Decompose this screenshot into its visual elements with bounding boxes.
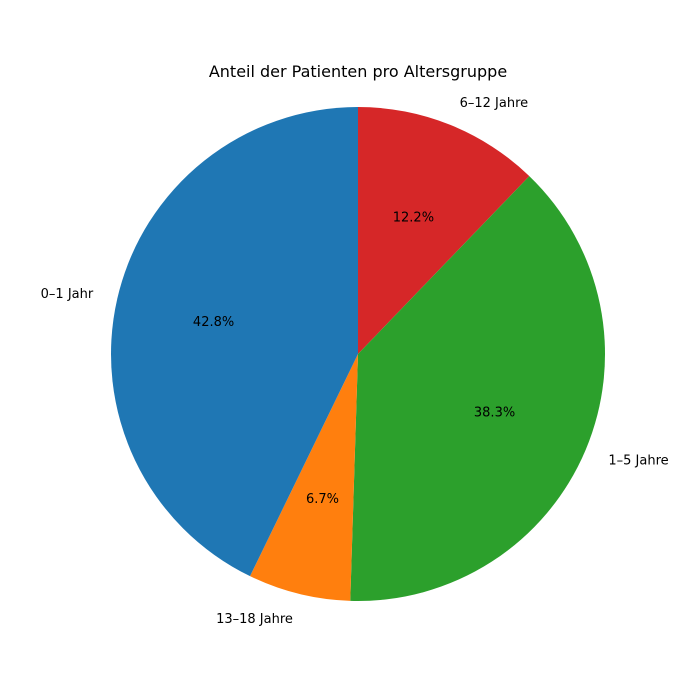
slice-label-6-12-jahre: 6–12 Jahre — [460, 96, 529, 111]
slice-pct-label-13-18-jahre: 6.7% — [306, 492, 339, 507]
pie-labels: 6–12 Jahre 12.2% 1–5 Jahre 38.3% 13–18 Jahre… — [41, 96, 669, 627]
pie-slice-6-12-jahre — [358, 107, 530, 354]
slice-pct-label-1-5-jahre: 38.3% — [474, 406, 515, 421]
pie-slice-1-5-jahre — [350, 176, 606, 602]
pie-slice-0-1-jahr — [111, 107, 358, 577]
pie-slice-13-18-jahre — [250, 354, 358, 601]
slice-label-0-1-jahr: 0–1 Jahr — [41, 287, 94, 302]
slice-label-13-18-jahre: 13–18 Jahre — [216, 612, 293, 627]
chart-title: Anteil der Patienten pro Altersgruppe — [209, 62, 507, 81]
slice-pct-label-6-12-jahre: 12.2% — [393, 211, 434, 226]
pie-slices — [111, 107, 606, 602]
slice-label-1-5-jahre: 1–5 Jahre — [608, 454, 668, 469]
slice-pct-label-0-1-jahr: 42.8% — [193, 315, 234, 330]
